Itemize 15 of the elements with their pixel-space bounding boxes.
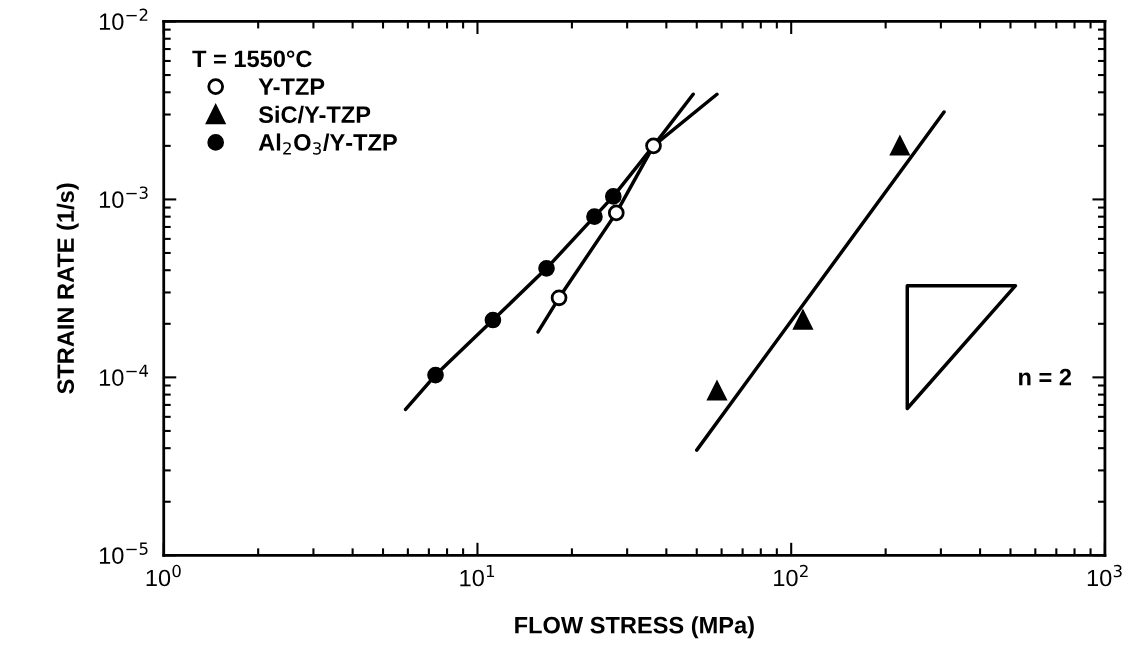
y-axis-title: STRAIN RATE (1/s) (56, 183, 79, 394)
annotation: n = 2 (1019, 368, 1072, 386)
x-axis-title: FLOW STRESS (MPa) (515, 616, 754, 639)
legend-label: Y-TZP (258, 78, 325, 95)
legend-title: T = 1550°C (192, 50, 312, 68)
y-tick-label: 10$^{−4}$ (99, 364, 149, 386)
x-tick-label: 10$^{1}$ (460, 565, 495, 587)
y-tick-label: 10$^{−3}$ (99, 186, 148, 209)
x-tick-label: 10$^{2}$ (774, 564, 808, 587)
x-tick-label: 10$^{0}$ (146, 564, 181, 587)
legend-label: SiC/Y-TZP (258, 105, 371, 124)
y-tick-label: 10$^{−5}$ (99, 542, 148, 564)
y-tick-label: 10$^{−2}$ (99, 8, 148, 31)
legend-label: Al$_{2}$O$_{3}$/Y-TZP (258, 133, 397, 155)
x-tick-label: 10$^{3}$ (1087, 564, 1122, 587)
